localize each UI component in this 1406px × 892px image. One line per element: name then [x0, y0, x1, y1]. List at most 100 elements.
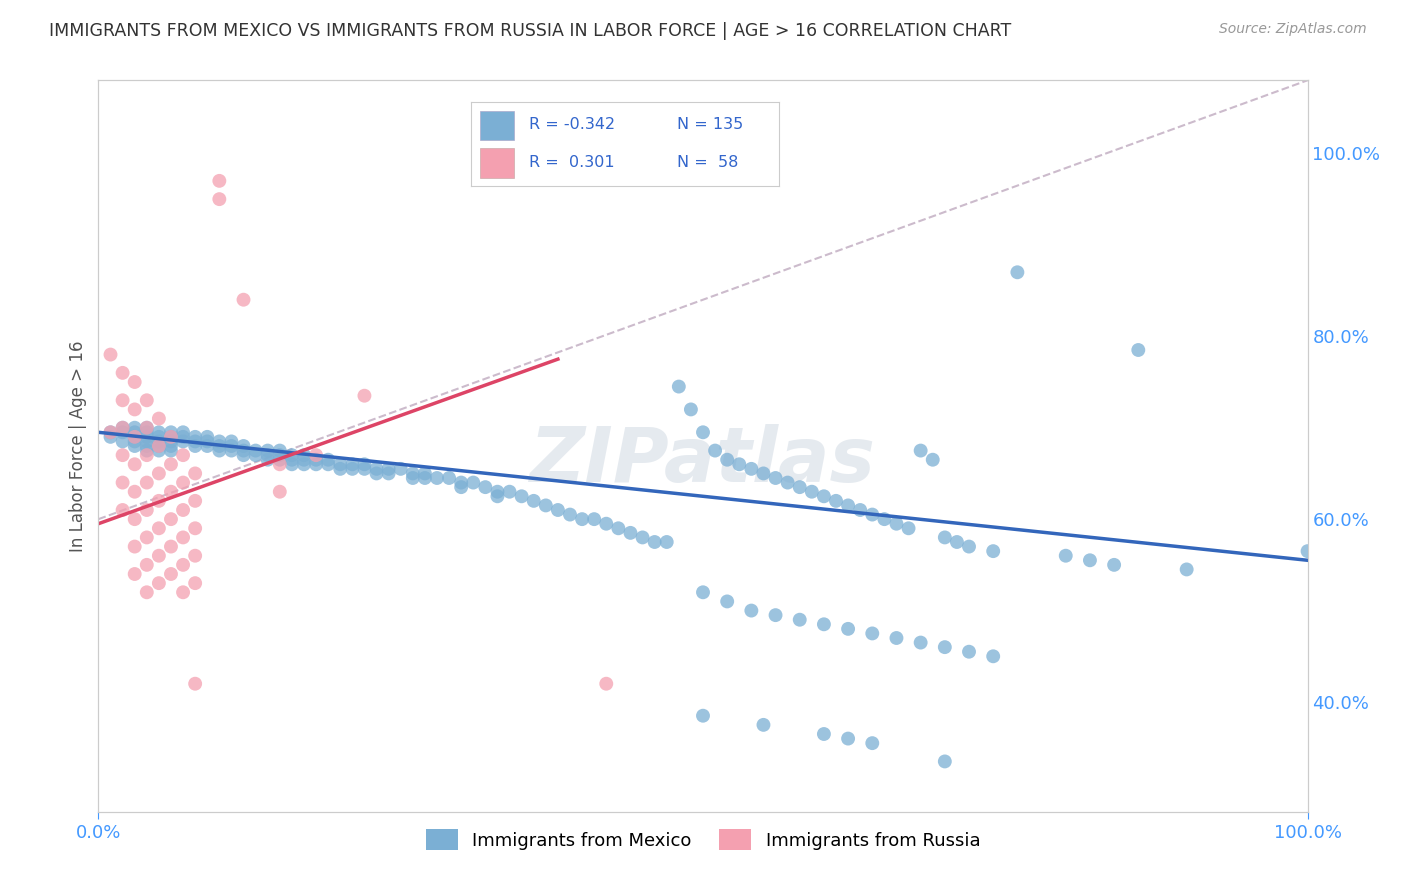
Point [366, 462, 388, 476]
Point [172, 448, 194, 462]
Point [135, 475, 157, 490]
Point [305, 452, 328, 467]
Point [740, 462, 762, 476]
Point [981, 649, 1004, 664]
Point [172, 558, 194, 572]
Point [305, 457, 328, 471]
Point [934, 640, 956, 655]
Point [957, 540, 980, 554]
Point [1175, 562, 1198, 576]
Point [172, 530, 194, 544]
Point [124, 421, 146, 435]
Point [184, 430, 207, 444]
Point [897, 521, 920, 535]
Point [172, 425, 194, 440]
Point [413, 471, 436, 485]
Text: Source: ZipAtlas.com: Source: ZipAtlas.com [1219, 22, 1367, 37]
Point [111, 425, 134, 440]
Point [160, 430, 183, 444]
Point [934, 755, 956, 769]
Point [1054, 549, 1077, 563]
Point [111, 421, 134, 435]
Point [316, 457, 339, 471]
Point [221, 443, 243, 458]
Point [160, 425, 183, 440]
Point [789, 613, 811, 627]
Point [184, 439, 207, 453]
Point [679, 402, 702, 417]
Point [752, 467, 775, 481]
Point [160, 439, 183, 453]
Point [1128, 343, 1150, 357]
Text: IMMIGRANTS FROM MEXICO VS IMMIGRANTS FROM RUSSIA IN LABOR FORCE | AGE > 16 CORRE: IMMIGRANTS FROM MEXICO VS IMMIGRANTS FRO… [49, 22, 1011, 40]
Point [256, 452, 278, 467]
Point [148, 576, 170, 591]
Point [607, 521, 630, 535]
Point [281, 452, 304, 467]
Point [124, 484, 146, 499]
Point [1102, 558, 1125, 572]
Point [135, 439, 157, 453]
Point [148, 549, 170, 563]
Point [474, 480, 496, 494]
Point [377, 462, 399, 476]
Point [595, 676, 617, 690]
Point [510, 489, 533, 503]
Point [281, 448, 304, 462]
Point [184, 521, 207, 535]
Point [124, 540, 146, 554]
Point [221, 439, 243, 453]
Point [256, 443, 278, 458]
Point [160, 512, 183, 526]
Point [269, 443, 291, 458]
Point [172, 585, 194, 599]
Point [426, 471, 449, 485]
Point [100, 425, 122, 440]
Point [124, 430, 146, 444]
Point [184, 494, 207, 508]
Point [342, 457, 364, 471]
Point [292, 448, 315, 462]
Point [148, 439, 170, 453]
Point [100, 425, 122, 440]
Point [172, 434, 194, 449]
Point [910, 635, 932, 649]
Point [619, 525, 641, 540]
Point [135, 558, 157, 572]
Point [486, 489, 509, 503]
Point [716, 452, 738, 467]
Point [160, 457, 183, 471]
Point [135, 425, 157, 440]
Point [124, 512, 146, 526]
Point [111, 503, 134, 517]
Point [692, 585, 714, 599]
Point [160, 430, 183, 444]
Point [740, 603, 762, 617]
Point [148, 411, 170, 425]
Point [1296, 544, 1319, 558]
Point [148, 439, 170, 453]
Point [716, 594, 738, 608]
Point [148, 434, 170, 449]
Point [111, 434, 134, 449]
Point [389, 462, 412, 476]
Text: ZIPatlas: ZIPatlas [530, 424, 876, 498]
Point [692, 425, 714, 440]
Point [135, 421, 157, 435]
Point [124, 375, 146, 389]
Point [221, 434, 243, 449]
Point [184, 676, 207, 690]
Point [886, 516, 908, 531]
Point [813, 727, 835, 741]
Point [208, 174, 231, 188]
Point [413, 467, 436, 481]
Point [946, 535, 969, 549]
Point [208, 192, 231, 206]
Point [111, 475, 134, 490]
Point [558, 508, 581, 522]
Point [184, 549, 207, 563]
Point [353, 457, 375, 471]
Point [232, 293, 254, 307]
Point [100, 347, 122, 362]
Point [329, 462, 352, 476]
